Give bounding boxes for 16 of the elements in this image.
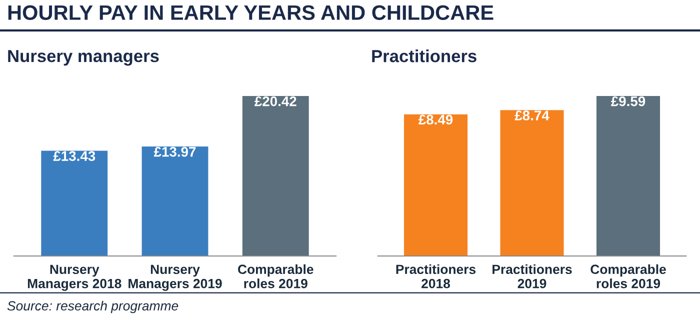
data-label: £13.97	[154, 146, 196, 157]
x-tick-label: Comparable roles 2019	[590, 264, 666, 288]
data-label: £13.43	[53, 151, 96, 161]
chart-subtitle: Nursery managers	[8, 50, 159, 66]
data-label: £8.74	[514, 110, 550, 120]
data-label: £20.42	[254, 96, 296, 106]
x-tick-label: Comparable roles 2019	[238, 264, 314, 288]
x-tick-label: Practitioners 2019	[492, 264, 572, 288]
x-tick-label: Practitioners 2018	[396, 264, 476, 288]
chart-title: Practitioners	[372, 50, 476, 62]
source-note: Source: research programme	[7, 300, 178, 314]
x-tick-label: Nursery Managers 2018	[28, 264, 122, 291]
x-tick-label: Nursery Managers 2019	[128, 264, 222, 291]
data-label: £9.59	[611, 96, 646, 106]
chart-title: HOURLY PAY IN EARLY YEARS AND CHILDCARE	[8, 5, 494, 20]
data-label: £8.49	[418, 114, 453, 125]
